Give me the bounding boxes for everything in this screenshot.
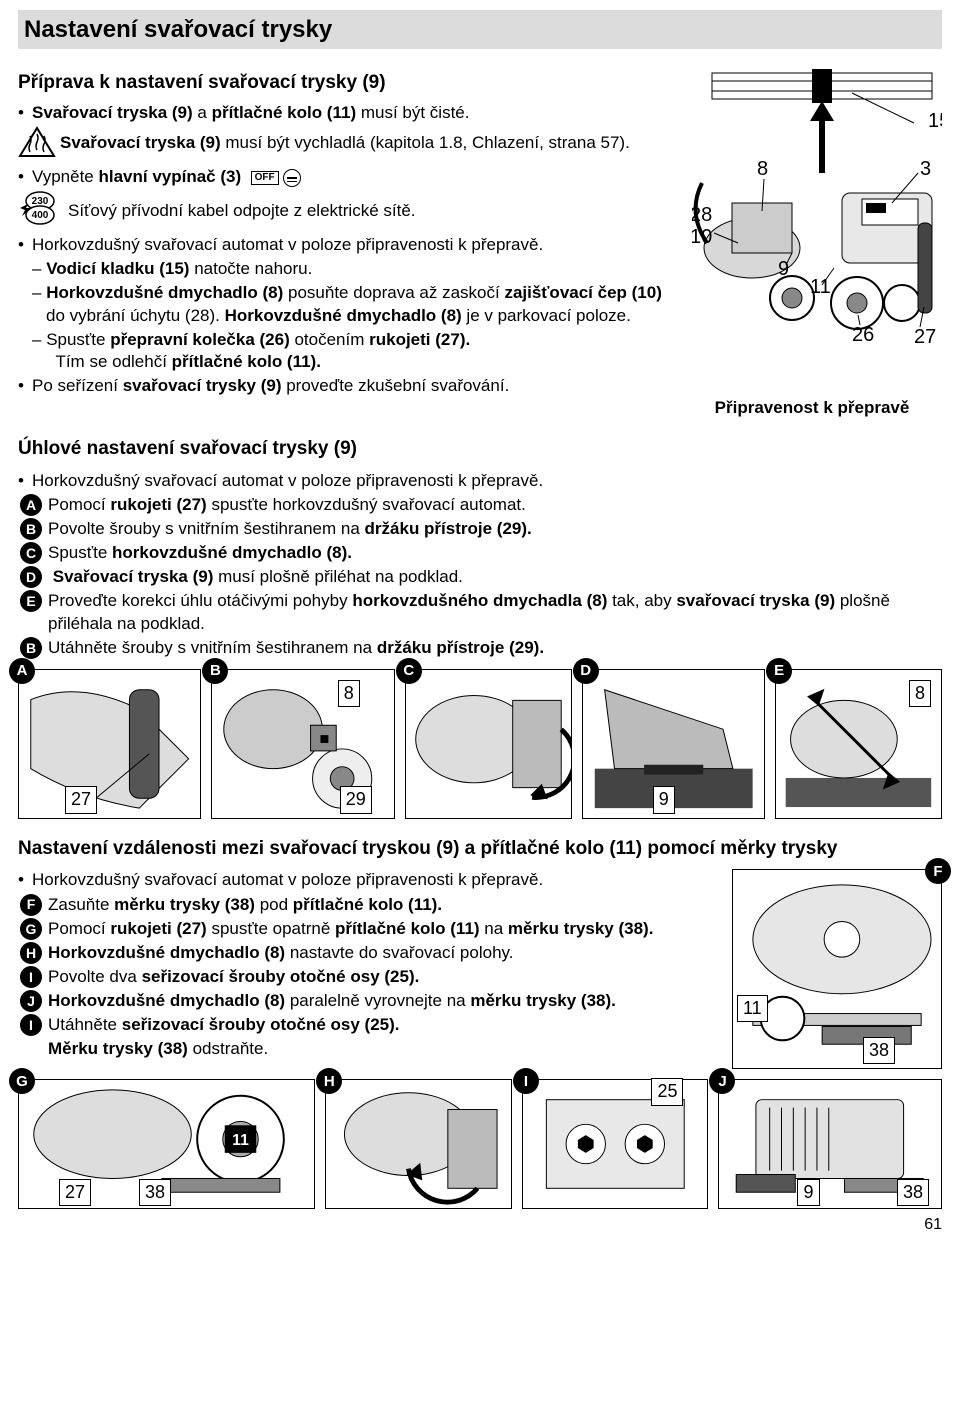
letter-I2-icon: I — [20, 1014, 42, 1036]
tag-D: D — [573, 658, 599, 684]
s2-C: Spusťte horkovzdušné dmychadlo (8). — [48, 542, 942, 564]
socket-icon — [283, 169, 301, 187]
svg-text:230: 230 — [32, 196, 49, 207]
s3-H: Horkovzdušné dmychadlo (8) nastavte do s… — [48, 942, 712, 964]
page-number: 61 — [18, 1215, 942, 1236]
letter-I-icon: I — [20, 966, 42, 988]
tag-A: A — [9, 658, 35, 684]
page-header: Nastavení svařovací trysky — [18, 10, 942, 49]
off-icon: OFF — [251, 171, 279, 185]
s3-I2: Utáhněte seřizovací šrouby otočné osy (2… — [48, 1014, 712, 1036]
svg-text:11: 11 — [810, 276, 831, 298]
img-I: I 25 — [522, 1079, 709, 1209]
s3-F: Zasuňte měrku trysky (38) pod přítlačné … — [48, 894, 712, 916]
label-9j: 9 — [797, 1179, 819, 1206]
letter-G-icon: G — [20, 918, 42, 940]
letter-B2-icon: B — [20, 637, 42, 659]
image-row-2: 11 G 27 38 H I 25 J 9 38 — [18, 1079, 942, 1209]
s1-bullet-3: Vypněte hlavní vypínač (3) OFF — [18, 166, 676, 188]
figure-caption: Připravenost k přepravě — [682, 397, 942, 419]
label-25i: 25 — [651, 1078, 683, 1105]
label-38f: 38 — [863, 1037, 895, 1064]
img-G: 11 G 27 38 — [18, 1079, 315, 1209]
section1-title: Příprava k nastavení svařovací trysky (9… — [18, 71, 676, 96]
s3-I: Povolte dva seřizovací šrouby otočné osy… — [48, 966, 712, 988]
s2-E: Proveďte korekci úhlu otáčivými pohyby h… — [48, 590, 942, 634]
section3-title: Nastavení vzdálenosti mezi svařovací try… — [18, 837, 942, 862]
letter-B-icon: B — [20, 518, 42, 540]
s3-J: Horkovzdušné dmychadlo (8) paralelně vyr… — [48, 990, 712, 1012]
label-27: 27 — [65, 786, 97, 813]
s1-bullet-6: Po seřízení svařovací trysky (9) proveďt… — [18, 375, 676, 397]
label-8b: 8 — [338, 680, 360, 707]
s1-dash-1: – Vodicí kladku (15) natočte nahoru. — [18, 258, 676, 280]
figure-machine: 15 — [692, 63, 942, 393]
label-29: 29 — [340, 786, 372, 813]
s1-cable-text: Síťový přívodní kabel odpojte z elektric… — [62, 200, 416, 222]
s1-dash-3: – Spusťte přepravní kolečka (26) otočení… — [18, 329, 676, 373]
s1-bullet-5: Horkovzdušný svařovací automat v poloze … — [18, 234, 676, 256]
section2-title: Úhlové nastavení svařovací trysky (9) — [18, 437, 942, 462]
letter-F-icon: F — [20, 894, 42, 916]
svg-text:11: 11 — [232, 1132, 249, 1149]
label-27g: 27 — [59, 1179, 91, 1206]
s1-bullet-1: Svařovací tryska (9) a přítlačné kolo (1… — [18, 102, 676, 124]
svg-text:400: 400 — [32, 210, 49, 221]
img-H: H — [325, 1079, 512, 1209]
svg-text:3: 3 — [920, 158, 931, 180]
s2-A: Pomocí rukojeti (27) spusťte horkovzdušn… — [48, 494, 942, 516]
letter-E-icon: E — [20, 590, 42, 612]
tag-E: E — [766, 658, 792, 684]
img-J: J 9 38 — [718, 1079, 942, 1209]
letter-C-icon: C — [20, 542, 42, 564]
img-B: B 8 29 — [211, 669, 394, 819]
heat-warning-icon — [18, 126, 56, 164]
svg-text:27: 27 — [914, 326, 936, 348]
s3-b1: Horkovzdušný svařovací automat v poloze … — [18, 869, 712, 891]
section-1: Příprava k nastavení svařovací trysky (9… — [18, 63, 942, 419]
svg-text:10: 10 — [692, 226, 712, 248]
label-9d: 9 — [653, 786, 675, 813]
s2-D: Svařovací tryska (9) musí plošně přiléha… — [48, 566, 942, 588]
svg-text:15: 15 — [928, 110, 942, 132]
img-C: C — [405, 669, 572, 819]
label-11f: 11 — [737, 995, 768, 1022]
s3-last: Měrku trysky (38) odstraňte. — [48, 1038, 712, 1060]
figure-F: F 11 38 — [732, 869, 942, 1069]
label-8e: 8 — [909, 680, 931, 707]
tag-C: C — [396, 658, 422, 684]
letter-J-icon: J — [20, 990, 42, 1012]
letter-A-icon: A — [20, 494, 42, 516]
s3-G: Pomocí rukojeti (27) spusťte opatrně pří… — [48, 918, 712, 940]
s2-b1: Horkovzdušný svařovací automat v poloze … — [18, 470, 942, 492]
letter-H-icon: H — [20, 942, 42, 964]
letter-D-icon: D — [20, 566, 42, 588]
img-E: E 8 — [775, 669, 942, 819]
svg-text:28: 28 — [692, 204, 712, 226]
img-A: A 27 — [18, 669, 201, 819]
image-row-1: A 27 B 8 29 C D 9 E 8 — [18, 669, 942, 819]
svg-text:26: 26 — [852, 324, 874, 346]
tag-B: B — [202, 658, 228, 684]
s2-B: Povolte šrouby s vnitřním šestihranem na… — [48, 518, 942, 540]
label-38j: 38 — [897, 1179, 929, 1206]
s1-dash-2: – Horkovzdušné dmychadlo (8) posuňte dop… — [18, 282, 676, 326]
img-D: D 9 — [582, 669, 765, 819]
svg-text:8: 8 — [757, 158, 768, 180]
s2-B2: Utáhněte šrouby s vnitřním šestihranem n… — [48, 637, 942, 659]
tag-F: F — [925, 858, 951, 884]
label-38g: 38 — [139, 1179, 171, 1206]
voltage-icon: 230 400 — [18, 190, 58, 232]
